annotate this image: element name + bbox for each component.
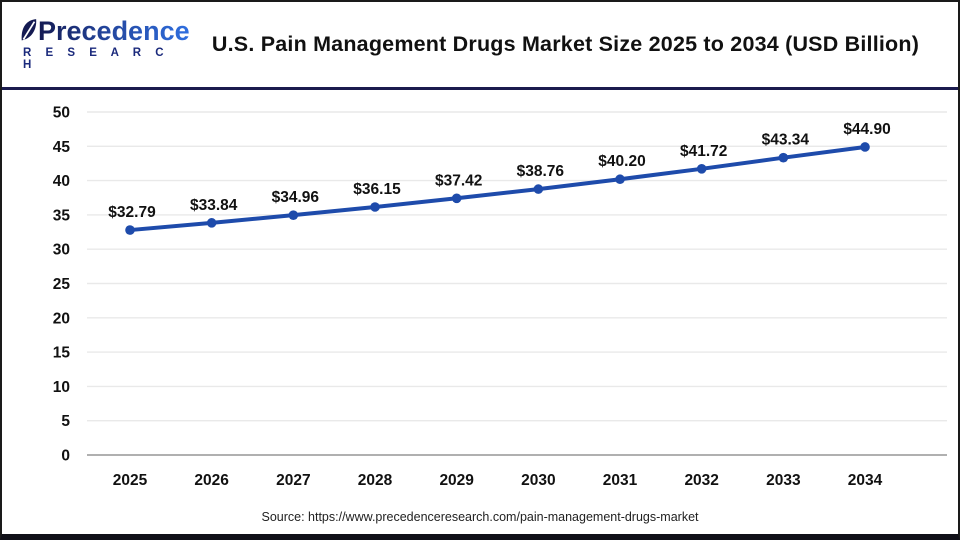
data-point (370, 202, 380, 212)
data-label: $37.42 (435, 172, 482, 189)
data-point (860, 142, 870, 152)
data-label: $43.34 (762, 132, 810, 149)
logo-text: Precedence (38, 16, 190, 46)
y-tick-label: 10 (53, 379, 70, 396)
data-label: $36.15 (353, 181, 401, 198)
y-tick-label: 30 (53, 242, 70, 259)
data-point (125, 225, 135, 235)
page-title: U.S. Pain Management Drugs Market Size 2… (211, 32, 920, 56)
x-tick-label: 2031 (603, 472, 638, 489)
data-point (696, 164, 707, 174)
data-label: $41.72 (680, 143, 727, 160)
y-tick-label: 15 (53, 345, 71, 362)
x-tick-label: 2029 (439, 472, 474, 489)
y-tick-label: 45 (53, 139, 71, 156)
data-point (778, 152, 789, 163)
data-label: $44.90 (843, 121, 890, 138)
data-label: $32.79 (108, 204, 156, 221)
data-point (533, 184, 544, 194)
y-tick-label: 40 (53, 173, 70, 190)
data-point (615, 174, 625, 185)
x-tick-label: 2032 (684, 472, 718, 489)
data-label: $33.84 (190, 197, 238, 214)
x-tick-label: 2034 (848, 472, 883, 489)
logo-subtext: R E S E A R C H (23, 47, 170, 71)
data-label: $40.20 (598, 153, 645, 170)
data-point (451, 193, 462, 204)
series-line (128, 144, 868, 233)
data-label: $38.76 (517, 163, 565, 180)
leaf-icon (21, 19, 37, 41)
x-tick-label: 2027 (276, 472, 310, 489)
y-tick-label: 35 (53, 207, 71, 224)
y-tick-label: 0 (61, 448, 70, 465)
precedence-logo: Precedence R E S E A R C H (2, 16, 190, 71)
x-tick-label: 2026 (194, 472, 229, 489)
x-tick-label: 2033 (766, 472, 801, 489)
y-tick-label: 25 (53, 276, 71, 293)
source-text: Source: https://www.precedenceresearch.c… (261, 510, 699, 524)
y-tick-label: 20 (53, 310, 70, 327)
data-point (206, 218, 217, 228)
header: Precedence R E S E A R C H U.S. Pain Man… (2, 2, 958, 90)
y-tick-label: 50 (53, 105, 70, 122)
x-tick-label: 2025 (113, 472, 148, 489)
x-tick-label: 2030 (521, 472, 555, 489)
y-tick-label: 5 (61, 413, 70, 430)
x-tick-label: 2028 (358, 472, 393, 489)
data-point (288, 210, 299, 220)
data-label: $34.96 (272, 189, 320, 206)
